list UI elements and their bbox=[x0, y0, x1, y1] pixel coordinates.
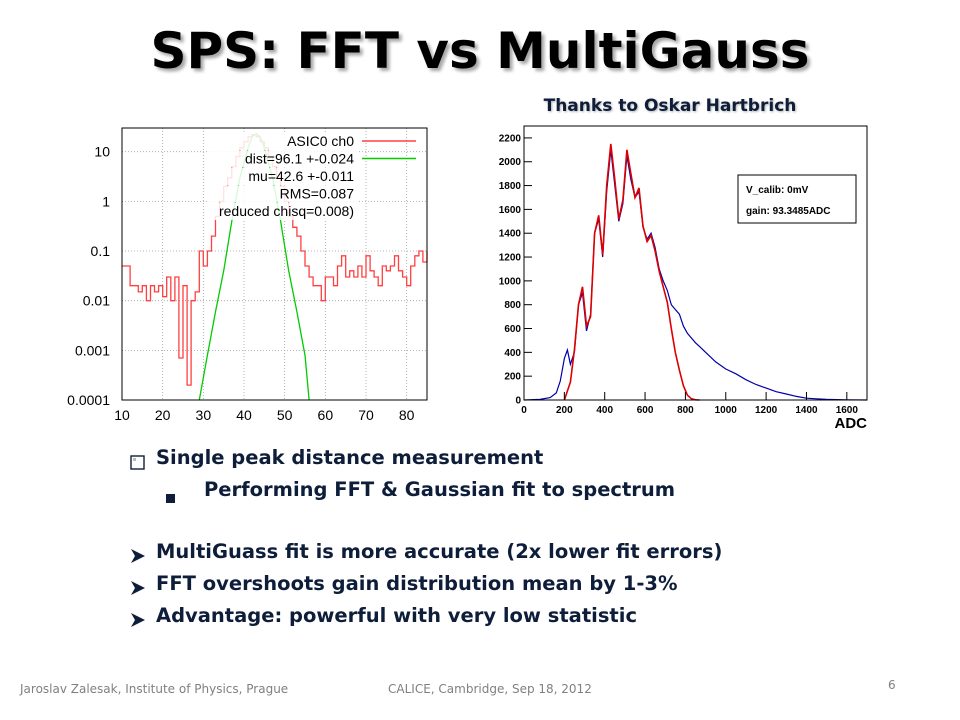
bullet-text: Performing FFT & Gaussian fit to spectru… bbox=[204, 478, 676, 501]
bullet-text: Advantage: powerful with very low statis… bbox=[156, 604, 637, 627]
x-tick-label: 800 bbox=[677, 405, 694, 416]
adc-spectrum-chart: 0200400600800100012001400160018002000220… bbox=[499, 125, 868, 432]
y-tick-label: 10 bbox=[94, 144, 110, 160]
bullet-text: MultiGuass fit is more accurate (2x lowe… bbox=[156, 540, 723, 563]
x-tick-label: 1600 bbox=[836, 405, 859, 416]
footer-author: Jaroslav Zalesak, Institute of Physics, … bbox=[20, 682, 289, 696]
legend-text: reduced chisq=0.008) bbox=[219, 203, 354, 219]
y-tick-label: 1600 bbox=[499, 205, 522, 216]
y-tick-label: 0 bbox=[515, 396, 521, 407]
bullet-text: Single peak distance measurement bbox=[156, 446, 544, 469]
legend-text: dist=96.1 +-0.024 bbox=[245, 151, 354, 167]
x-tick-label: 20 bbox=[155, 407, 171, 423]
y-tick-label: 0.01 bbox=[83, 293, 110, 309]
square-bullet-icon bbox=[166, 486, 176, 509]
y-tick-label: 0.0001 bbox=[67, 392, 110, 408]
x-tick-label: 400 bbox=[596, 405, 613, 416]
x-tick-label: 40 bbox=[236, 407, 252, 423]
y-tick-label: 1 bbox=[102, 193, 110, 209]
legend-bg bbox=[208, 168, 358, 185]
y-tick-label: 1000 bbox=[499, 276, 522, 287]
stats-line: V_calib: 0mV bbox=[746, 185, 809, 196]
x-axis-label: ADC bbox=[835, 415, 868, 432]
y-tick-label: 2000 bbox=[499, 157, 522, 168]
y-tick-label: 0.1 bbox=[91, 243, 111, 259]
checkbox-bullet-icon bbox=[130, 452, 145, 475]
y-tick-label: 600 bbox=[504, 324, 521, 335]
arrow-bullet-icon bbox=[130, 610, 146, 633]
series-line-2 bbox=[563, 143, 700, 401]
y-tick-label: 400 bbox=[504, 348, 521, 359]
legend-text: ASIC0 ch0 bbox=[287, 133, 354, 149]
y-tick-label: 1200 bbox=[499, 253, 522, 264]
x-tick-label: 50 bbox=[277, 407, 293, 423]
x-tick-label: 30 bbox=[196, 407, 212, 423]
stats-line: gain: 93.3485ADC bbox=[746, 206, 830, 217]
x-tick-label: 10 bbox=[114, 407, 130, 423]
page-number: 6 bbox=[888, 678, 896, 692]
arrow-bullet-icon bbox=[130, 546, 146, 569]
arrow-bullet-icon bbox=[130, 578, 146, 601]
y-tick-label: 1800 bbox=[499, 181, 522, 192]
chart2-tick-labels: 0200400600800100012001400160018002000220… bbox=[499, 133, 867, 432]
legend-bg bbox=[208, 150, 358, 168]
x-tick-label: 200 bbox=[556, 405, 573, 416]
bullet-text: FFT overshoots gain distribution mean by… bbox=[156, 572, 678, 595]
x-tick-label: 600 bbox=[637, 405, 654, 416]
stats-box-frame bbox=[737, 174, 857, 224]
x-tick-label: 1200 bbox=[755, 405, 778, 416]
y-tick-label: 2200 bbox=[499, 133, 522, 144]
x-tick-label: 0 bbox=[521, 405, 527, 416]
x-tick-label: 1400 bbox=[795, 405, 818, 416]
legend-bg bbox=[208, 203, 358, 220]
x-tick-label: 60 bbox=[318, 407, 334, 423]
footer-event: CALICE, Cambridge, Sep 18, 2012 bbox=[388, 682, 592, 696]
legend-text: mu=42.6 +-0.011 bbox=[248, 168, 354, 184]
y-tick-label: 200 bbox=[504, 372, 521, 383]
chart1-tick-labels: 10 20 30 40 50 60 70 80 10 1 0.1 0.01 0.001 0.0001 bbox=[67, 144, 414, 423]
x-tick-label: 80 bbox=[399, 407, 415, 423]
legend-text: RMS=0.087 bbox=[280, 186, 355, 202]
chart1-frame bbox=[121, 127, 428, 401]
credit-text: Thanks to Oskar Hartbrich bbox=[543, 96, 797, 116]
legend-bg bbox=[208, 133, 358, 150]
y-tick-label: 1400 bbox=[499, 229, 522, 240]
chart2-series bbox=[523, 143, 868, 401]
legend-bg bbox=[208, 185, 358, 203]
fft-log-chart: 10 20 30 40 50 60 70 80 10 1 0.1 0.01 0.001 0.0001 AS… bbox=[67, 127, 428, 423]
chart2-stats-box: V_calib: 0mV gain: 93.3485ADC bbox=[737, 174, 857, 224]
y-tick-label: 800 bbox=[504, 300, 521, 311]
slide-title: SPS: FFT vs MultiGauss bbox=[150, 22, 810, 80]
y-tick-label: 0.001 bbox=[75, 342, 110, 358]
x-tick-label: 1000 bbox=[715, 405, 738, 416]
x-tick-label: 70 bbox=[358, 407, 374, 423]
chart2-frame bbox=[523, 125, 868, 401]
